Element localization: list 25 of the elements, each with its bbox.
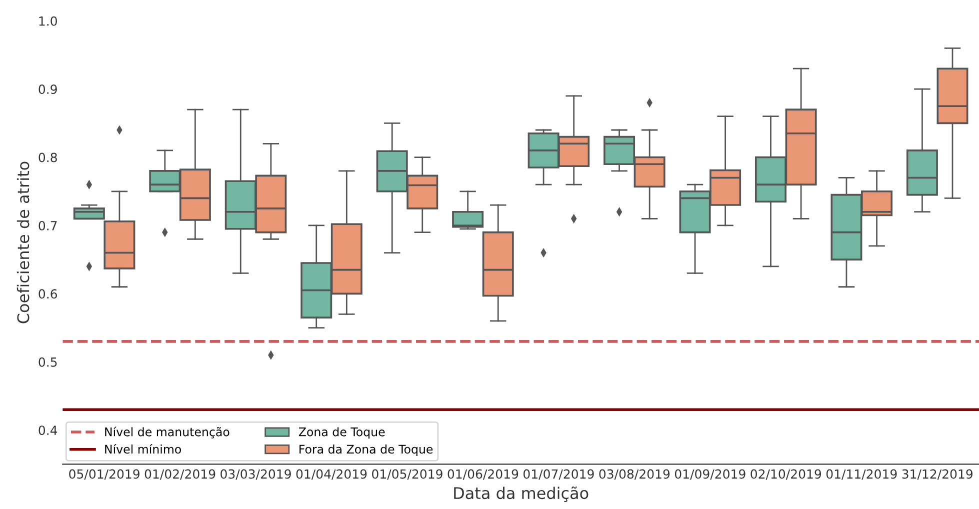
y-tick-label: 0.9 <box>38 84 57 94</box>
x-tick-label: 01/09/2019 <box>674 469 746 480</box>
x-tick-label: 01/11/2019 <box>826 469 897 480</box>
x-tick-label: 31/12/2019 <box>902 469 972 480</box>
legend-label: Fora da Zona de Toque <box>300 444 433 456</box>
y-axis-title: Coeficiente de atrito <box>16 162 30 324</box>
y-tick-label: 0.5 <box>38 357 57 367</box>
y-tick-label: 0.7 <box>38 220 57 230</box>
legend-label: Nível mínimo <box>105 444 181 454</box>
x-tick-label: 01/07/2019 <box>523 469 594 480</box>
y-tick-label: 0.4 <box>38 426 58 436</box>
y-tick-label: 1.0 <box>39 16 57 26</box>
x-tick-label: 02/10/2019 <box>750 469 822 480</box>
x-tick-label: 03/03/2019 <box>220 469 291 480</box>
x-axis-title: Data da medição <box>454 486 588 502</box>
y-tick-label: 0.8 <box>38 152 57 162</box>
x-tick-label: 03/08/2019 <box>599 469 670 480</box>
x-tick-label: 05/01/2019 <box>69 469 140 480</box>
legend-label: Nível de manutenção <box>105 426 230 438</box>
x-tick-label: 01/04/2019 <box>296 469 367 480</box>
x-tick-label: 01/06/2019 <box>448 469 518 480</box>
x-tick-label: 01/05/2019 <box>372 469 442 480</box>
x-tick-label: 01/02/2019 <box>144 469 216 480</box>
legend-label: Zona de Toque <box>298 427 385 439</box>
y-tick-label: 0.6 <box>38 289 58 299</box>
